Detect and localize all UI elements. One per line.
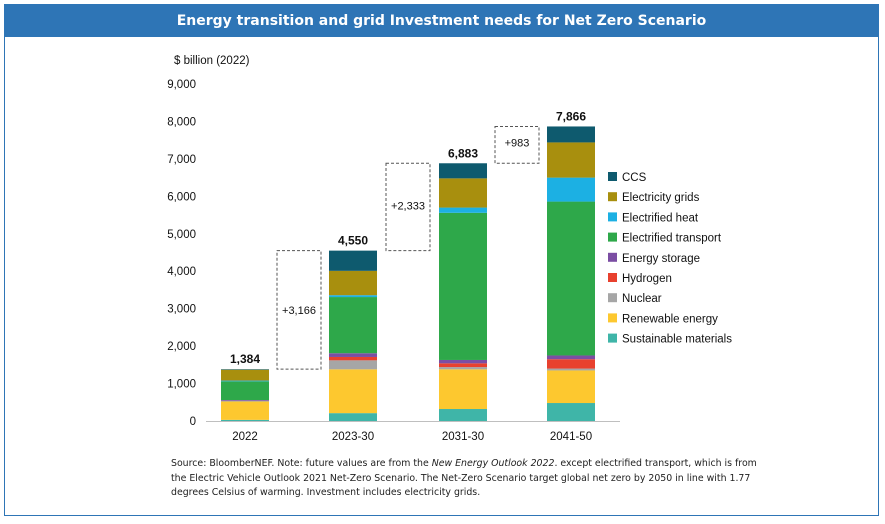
increment-label: +3,166 — [282, 305, 316, 317]
bar-segment — [329, 297, 377, 354]
x-tick-label: 2041-50 — [550, 431, 592, 443]
y-tick-label: 6,000 — [167, 191, 196, 203]
source-note-italic: New Energy Outlook 2022 — [431, 458, 555, 469]
bar-segment — [221, 400, 269, 401]
legend-label: Hydrogen — [622, 273, 672, 285]
increment-label: +2,333 — [391, 200, 425, 212]
bar-segment — [439, 207, 487, 213]
bar-segment — [329, 295, 377, 298]
bar-segment — [547, 368, 595, 371]
legend-label: Energy storage — [622, 253, 700, 265]
legend-label: Electricity grids — [622, 192, 700, 204]
increment-label: +983 — [505, 137, 530, 149]
bar-segment — [221, 380, 269, 382]
bar-segment — [439, 359, 487, 364]
bar-segment — [439, 409, 487, 421]
increment-box — [494, 125, 540, 164]
source-note-text-2: . except electrified transport, which is… — [171, 458, 757, 498]
bar-segment — [439, 178, 487, 208]
legend-label: Nuclear — [622, 293, 662, 305]
bar-segment — [329, 250, 377, 271]
legend-swatch — [608, 333, 617, 343]
chart-panel: Energy transition and grid Investment ne… — [4, 4, 879, 516]
bar-segment — [221, 381, 269, 401]
bar-total-label: 4,550 — [338, 234, 368, 248]
bar-segment — [547, 201, 595, 356]
legend-swatch — [608, 293, 617, 303]
bar-segment — [439, 212, 487, 360]
chart-banner-title: Energy transition and grid Investment ne… — [5, 5, 878, 37]
y-tick-label: 9,000 — [167, 79, 196, 91]
y-tick-label: 7,000 — [167, 154, 196, 166]
bar-segment — [547, 177, 595, 202]
bar-total-label: 6,883 — [448, 146, 478, 160]
y-tick-label: 4,000 — [167, 266, 196, 278]
y-tick-label: 2,000 — [167, 341, 196, 353]
legend-swatch — [608, 212, 617, 222]
source-note-text-1: Source: BloomberNEF. Note: future values… — [171, 458, 432, 469]
bar-segment — [329, 356, 377, 361]
bar-segment — [547, 403, 595, 421]
bar-segment — [329, 270, 377, 296]
y-tick-label: 8,000 — [167, 116, 196, 128]
bar-segment — [221, 401, 269, 420]
bar-segment — [439, 369, 487, 410]
legend-label: Renewable energy — [622, 313, 718, 325]
bar-segment — [329, 369, 377, 414]
x-tick-label: 2022 — [232, 431, 258, 443]
bar-segment — [221, 369, 269, 370]
bar-segment — [329, 413, 377, 421]
bar-segment — [439, 363, 487, 368]
legend-swatch — [608, 192, 617, 202]
y-tick-label: 0 — [190, 416, 196, 428]
bar-total-label: 1,384 — [230, 352, 260, 366]
bar-segment — [221, 400, 269, 402]
legend-swatch — [608, 273, 617, 282]
bar-segment — [547, 142, 595, 178]
y-axis-label: $ billion (2022) — [174, 55, 250, 67]
legend-label: Sustainable materials — [622, 334, 732, 346]
y-tick-label: 3,000 — [167, 304, 196, 316]
x-tick-label: 2031-30 — [442, 431, 484, 443]
bar-segment — [221, 419, 269, 421]
bar-segment — [547, 355, 595, 360]
legend-label: Electrified transport — [622, 233, 722, 245]
bar-segment — [439, 163, 487, 179]
y-tick-label: 1,000 — [167, 379, 196, 391]
increment-box — [385, 162, 431, 252]
legend-label: Electrified heat — [622, 212, 699, 224]
x-tick-label: 2023-30 — [332, 431, 374, 443]
bar-segment — [329, 360, 377, 370]
increment-box — [276, 250, 322, 370]
legend-swatch — [608, 232, 617, 242]
source-note: Source: BloomberNEF. Note: future values… — [171, 457, 771, 501]
bar-segment — [439, 367, 487, 370]
bar-segment — [221, 369, 269, 381]
legend-swatch — [608, 313, 617, 323]
bar-segment — [547, 126, 595, 143]
legend-swatch — [608, 172, 617, 181]
bar-segment — [547, 359, 595, 369]
bar-segment — [329, 353, 377, 357]
y-tick-label: 5,000 — [167, 229, 196, 241]
legend-swatch — [608, 252, 617, 262]
legend-label: CCS — [622, 172, 647, 184]
bar-total-label: 7,866 — [556, 109, 586, 123]
bar-segment — [547, 370, 595, 404]
